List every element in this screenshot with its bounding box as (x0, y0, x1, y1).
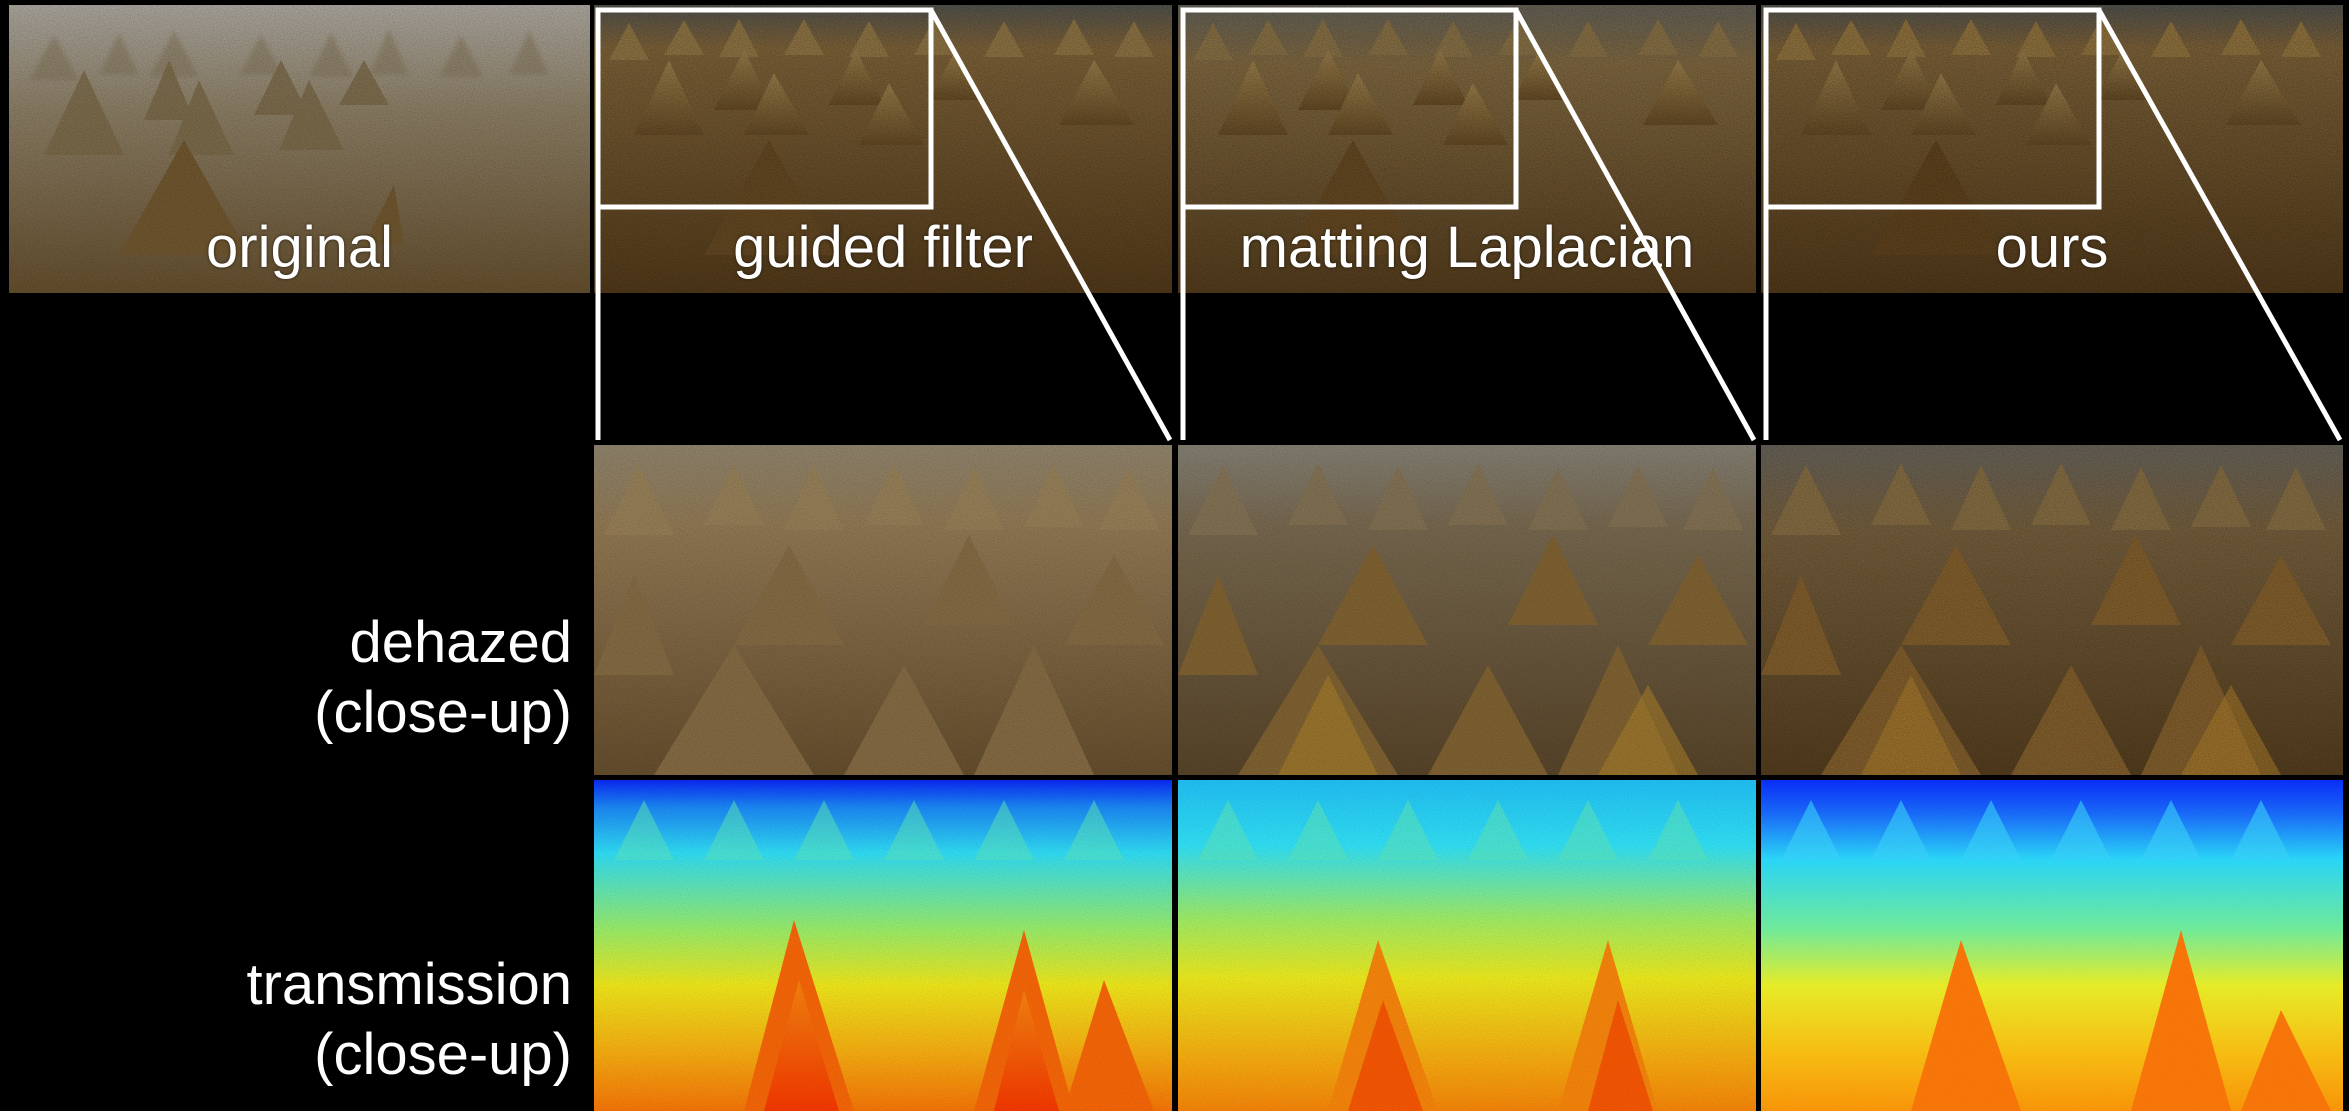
dehazed-closeup-ours (1761, 445, 2343, 775)
caption-matting-laplacian: matting Laplacian (1239, 215, 1695, 280)
dehazed-closeup-guided-filter (594, 445, 1172, 775)
caption-guided-filter: guided filter (733, 215, 1033, 280)
transmission-closeup-matting-laplacian (1178, 780, 1756, 1111)
image-original: original (9, 5, 590, 293)
transmission-closeup-ours (1761, 780, 2343, 1111)
image-ours: ours (1761, 5, 2343, 293)
row-label-dehazed: dehazed (close-up) (314, 610, 572, 745)
transmission-closeup-guided-filter (594, 780, 1172, 1111)
dehazed-closeup-matting-laplacian (1178, 445, 1756, 775)
image-matting-laplacian: matting Laplacian (1178, 5, 1756, 293)
caption-ours: ours (1995, 215, 2109, 280)
caption-original: original (206, 215, 393, 280)
image-guided-filter: guided filter (594, 5, 1172, 293)
row-label-transmission: transmission (close-up) (246, 952, 572, 1087)
